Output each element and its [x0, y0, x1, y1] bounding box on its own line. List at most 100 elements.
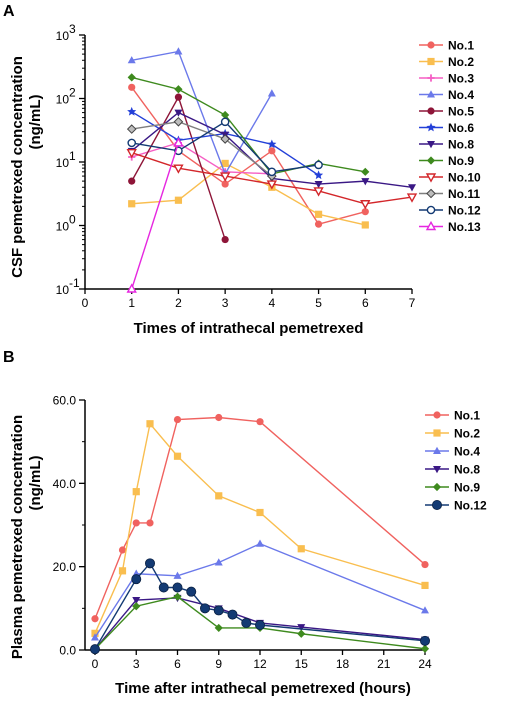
legend-label-a: No.11	[448, 187, 480, 201]
data-point-b	[173, 571, 182, 579]
data-point-a	[361, 178, 370, 186]
x-tick-label-a: 2	[175, 296, 182, 310]
legend-marker-b	[431, 499, 442, 510]
data-point-a	[126, 124, 137, 134]
data-point-a	[127, 138, 137, 148]
legend-marker-a	[425, 220, 437, 231]
legend-label-b: No.12	[454, 499, 487, 513]
data-point-b	[215, 492, 223, 500]
x-tick-label-b: 21	[377, 657, 391, 671]
x-tick-label-b: 6	[174, 657, 181, 671]
x-tick-label-a: 6	[362, 296, 369, 310]
data-point-b	[199, 603, 210, 614]
panel-a-label: A	[3, 3, 15, 20]
y-tick-label-b: 0.0	[59, 644, 76, 658]
data-point-a	[361, 167, 370, 176]
x-tick-label-b: 0	[92, 657, 99, 671]
data-point-b	[419, 635, 430, 646]
x-tick-label-a: 1	[128, 296, 135, 310]
legend-label-b: No.8	[454, 463, 480, 477]
chart-panel-b: 0 3 6 9 12 15 18 21 24 0.0 20.0 40.0 60.0 Time after …	[9, 394, 487, 698]
data-point-b	[214, 623, 223, 633]
data-point-a	[314, 170, 324, 180]
x-tick-label-a: 0	[82, 296, 89, 310]
x-tick-label-a: 7	[409, 296, 416, 310]
legend-item-b: No.9	[425, 481, 480, 495]
series-b-no4	[91, 539, 429, 641]
y-tick-exponent-a: 0	[69, 213, 76, 227]
data-point-a	[127, 106, 137, 116]
legend-label-a: No.4	[448, 88, 474, 102]
y-tick-label-b: 60.0	[53, 394, 77, 408]
x-tick-label-a: 5	[315, 296, 322, 310]
x-tick-label-a: 4	[269, 296, 276, 310]
series-b-no9	[90, 592, 430, 654]
data-point-b	[297, 545, 305, 553]
legend-marker-a	[427, 41, 435, 49]
series-a-no5	[128, 93, 229, 244]
data-point-b	[146, 420, 154, 428]
legend-item-b: No.2	[425, 427, 480, 441]
data-point-b	[421, 581, 429, 590]
legend-marker-a	[427, 57, 435, 66]
data-point-b	[132, 519, 140, 527]
data-point-a	[173, 116, 184, 127]
data-point-b	[132, 597, 141, 605]
data-point-b	[91, 615, 99, 623]
series-line-a	[131, 162, 366, 226]
legend-item-a: No.5	[419, 105, 474, 119]
data-point-a	[360, 200, 371, 210]
legend-item-b: No.8	[425, 463, 480, 477]
legend-label-a: No.13	[448, 220, 481, 234]
data-point-a	[267, 139, 277, 149]
data-point-b	[254, 620, 265, 631]
legend-marker-a	[427, 74, 435, 82]
legend-item-a: No.1	[419, 39, 474, 53]
data-point-b	[256, 539, 264, 547]
y-tick-exponent-a: -1	[69, 276, 80, 290]
legend-marker-b	[433, 466, 441, 474]
data-point-a	[267, 89, 276, 97]
data-point-a	[128, 177, 136, 185]
data-point-a	[220, 134, 230, 144]
y-tick-exponent-a: 2	[69, 86, 76, 100]
data-point-b	[118, 567, 127, 575]
legend-item-a: No.3	[419, 72, 474, 86]
legend-item-a: No.10	[419, 171, 481, 185]
data-point-b	[132, 602, 141, 611]
legend-marker-a	[426, 188, 436, 199]
data-point-b	[118, 546, 127, 554]
legend-label-b: No.1	[454, 409, 480, 423]
x-tick-label-b: 18	[336, 657, 350, 671]
legend-item-b: No.1	[425, 409, 480, 423]
y-axis-title-b: Plasma pemetrexed concentration	[9, 415, 26, 659]
legend-marker-a	[426, 156, 436, 165]
y-axis-unit-b: (ng/mL)	[27, 456, 44, 511]
data-point-b	[146, 519, 154, 527]
data-point-a	[408, 184, 416, 192]
data-point-b	[158, 582, 169, 593]
data-point-a	[174, 93, 183, 101]
data-point-b	[186, 586, 197, 597]
legend-label-a: No.6	[448, 121, 474, 135]
data-point-b	[214, 558, 223, 566]
y-tick-label-a: 10	[56, 93, 70, 107]
data-point-a	[266, 180, 278, 190]
series-a-no12	[127, 117, 323, 177]
legend-marker-b	[433, 429, 441, 437]
legend-item-a: No.4	[419, 88, 474, 102]
x-tick-label-b: 3	[133, 657, 140, 671]
legend-label-a: No.9	[448, 154, 474, 168]
x-axis-title-a: Times of intrathecal pemetrexed	[134, 320, 364, 337]
data-point-a	[314, 181, 323, 189]
legend-marker-a	[427, 141, 435, 149]
y-tick-exponent-a: 3	[69, 22, 76, 36]
data-point-b	[172, 582, 183, 593]
series-line-a	[131, 142, 272, 175]
y-tick-exponent-a: 1	[69, 149, 76, 163]
data-point-a	[128, 83, 136, 91]
y-tick-label-a: 10	[56, 220, 70, 234]
legend-item-a: No.8	[419, 138, 474, 152]
data-point-a	[268, 147, 276, 155]
